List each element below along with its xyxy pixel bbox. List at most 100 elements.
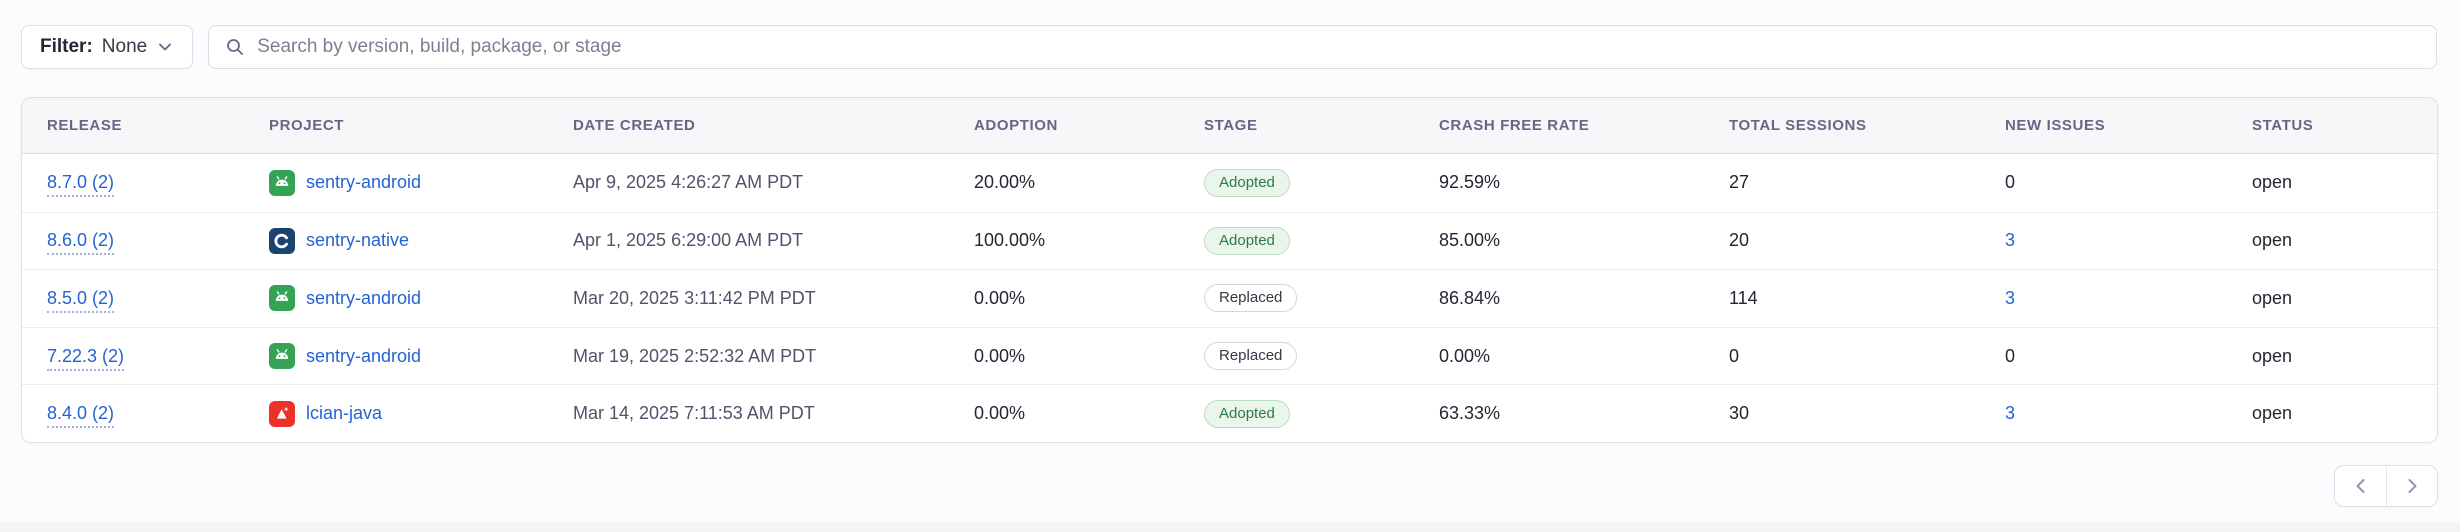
- project-cell: lcian-java: [269, 400, 573, 427]
- column-header-new-issues: New Issues: [2005, 117, 2106, 134]
- release-cell: 8.6.0 (2): [47, 230, 269, 256]
- total-sessions-cell: 114: [1729, 287, 1758, 308]
- table-row: 8.7.0 (2) sentry-android Apr 9, 2025 4:26:…: [22, 154, 2437, 212]
- date-created-cell: Mar 14, 2025 7:11:53 AM PDT: [573, 403, 815, 424]
- status-cell: open: [2252, 230, 2293, 251]
- stage-cell: Replaced: [1204, 284, 1439, 313]
- release-cell: 8.4.0 (2): [47, 403, 269, 429]
- android-icon: [269, 169, 295, 196]
- search-icon: [225, 37, 245, 57]
- c-icon: [269, 227, 295, 254]
- crash-free-rate-cell: 0.00%: [1439, 345, 1491, 366]
- stage-badge: Replaced: [1204, 342, 1298, 371]
- column-header-adoption: Adoption: [974, 117, 1058, 134]
- release-cell: 7.22.3 (2): [47, 345, 269, 371]
- stage-badge: Replaced: [1204, 284, 1298, 313]
- table-row: 8.5.0 (2) sentry-android Mar 20, 2025 3:11…: [22, 269, 2437, 327]
- filter-label: Filter:: [40, 36, 93, 57]
- pagination: [2334, 465, 2438, 507]
- column-header-release: Release: [47, 117, 123, 134]
- column-header-stage: Stage: [1204, 117, 1258, 134]
- status-cell: open: [2252, 403, 2293, 424]
- stage-badge: Adopted: [1204, 399, 1290, 428]
- table-row: 8.4.0 (2) lcian-java Mar 14, 2025 7:11:53 …: [22, 384, 2437, 442]
- new-issues-cell: 0: [2005, 172, 2252, 193]
- java-icon: [269, 400, 295, 427]
- total-sessions-cell: 20: [1729, 230, 1750, 251]
- android-icon: [269, 285, 295, 312]
- stage-badge: Adopted: [1204, 168, 1290, 197]
- project-link[interactable]: lcian-java: [306, 403, 383, 424]
- project-link[interactable]: sentry-android: [306, 172, 422, 193]
- status-cell: open: [2252, 345, 2293, 366]
- new-issues-cell: 3: [2005, 230, 2252, 251]
- status-cell: open: [2252, 172, 2293, 193]
- releases-table: Release Project Date Created Adoption Stage C…: [21, 97, 2438, 443]
- project-cell: sentry-android: [269, 169, 573, 196]
- toolbar: Filter: None: [21, 25, 2437, 69]
- table-body: 8.7.0 (2) sentry-android Apr 9, 2025 4:26:…: [22, 154, 2437, 442]
- date-created-cell: Mar 19, 2025 2:52:32 AM PDT: [573, 345, 817, 366]
- project-cell: sentry-android: [269, 343, 573, 370]
- adoption-cell: 20.00%: [974, 172, 1036, 193]
- release-version-link[interactable]: 8.6.0 (2): [47, 230, 115, 256]
- chevron-left-icon: [2351, 476, 2371, 496]
- column-header-date-created: Date Created: [573, 117, 696, 134]
- date-created-cell: Mar 20, 2025 3:11:42 PM PDT: [573, 287, 816, 308]
- table-row: 8.6.0 (2) sentry-native Apr 1, 2025 6:29:0…: [22, 211, 2437, 270]
- release-version-link[interactable]: 8.5.0 (2): [47, 287, 115, 313]
- new-issues-count: 0: [2005, 172, 2016, 193]
- next-page-button[interactable]: [2386, 466, 2437, 506]
- adoption-cell: 100.00%: [974, 230, 1046, 251]
- filter-button[interactable]: Filter: None: [21, 25, 194, 69]
- release-cell: 8.7.0 (2): [47, 172, 269, 198]
- status-cell: open: [2252, 287, 2293, 308]
- release-version-link[interactable]: 8.4.0 (2): [47, 403, 115, 429]
- new-issues-cell: 3: [2005, 288, 2252, 309]
- column-header-total-sessions: Total Sessions: [1729, 117, 1867, 134]
- total-sessions-cell: 0: [1729, 345, 1740, 366]
- previous-page-button[interactable]: [2335, 466, 2386, 506]
- new-issues-link[interactable]: 3: [2005, 403, 2016, 424]
- date-created-cell: Apr 9, 2025 4:26:27 AM PDT: [573, 172, 804, 193]
- project-cell: sentry-native: [269, 227, 573, 254]
- column-header-crash-free-rate: Crash Free Rate: [1439, 117, 1590, 134]
- table-row: 7.22.3 (2) sentry-android Mar 19, 2025 2:5…: [22, 326, 2437, 385]
- column-header-project: Project: [269, 117, 345, 134]
- table-header-row: Release Project Date Created Adoption Stage C…: [22, 98, 2437, 154]
- project-cell: sentry-android: [269, 285, 573, 312]
- stage-cell: Adopted: [1204, 168, 1439, 197]
- release-version-link[interactable]: 7.22.3 (2): [47, 345, 125, 371]
- stage-cell: Adopted: [1204, 399, 1439, 428]
- search-input[interactable]: [257, 36, 2420, 58]
- new-issues-link[interactable]: 3: [2005, 287, 2016, 308]
- column-header-status: Status: [2252, 117, 2314, 134]
- adoption-cell: 0.00%: [974, 345, 1026, 366]
- project-link[interactable]: sentry-android: [306, 345, 422, 366]
- release-version-link[interactable]: 8.7.0 (2): [47, 172, 115, 198]
- new-issues-cell: 0: [2005, 346, 2252, 367]
- android-icon: [269, 343, 295, 370]
- project-link[interactable]: sentry-native: [306, 230, 410, 251]
- crash-free-rate-cell: 85.00%: [1439, 230, 1501, 251]
- project-link[interactable]: sentry-android: [306, 287, 422, 308]
- crash-free-rate-cell: 63.33%: [1439, 403, 1501, 424]
- new-issues-cell: 3: [2005, 403, 2252, 424]
- search-box: [208, 25, 2437, 69]
- stage-cell: Adopted: [1204, 226, 1439, 255]
- new-issues-link[interactable]: 3: [2005, 230, 2016, 251]
- chevron-right-icon: [2402, 476, 2422, 496]
- crash-free-rate-cell: 92.59%: [1439, 172, 1501, 193]
- chevron-down-icon: [156, 38, 174, 56]
- stage-cell: Replaced: [1204, 342, 1439, 371]
- new-issues-count: 0: [2005, 345, 2016, 366]
- filter-value: None: [101, 36, 148, 57]
- bottom-band: [0, 522, 2460, 532]
- total-sessions-cell: 30: [1729, 403, 1750, 424]
- crash-free-rate-cell: 86.84%: [1439, 287, 1501, 308]
- total-sessions-cell: 27: [1729, 172, 1750, 193]
- stage-badge: Adopted: [1204, 226, 1290, 255]
- date-created-cell: Apr 1, 2025 6:29:00 AM PDT: [573, 230, 804, 251]
- release-cell: 8.5.0 (2): [47, 287, 269, 313]
